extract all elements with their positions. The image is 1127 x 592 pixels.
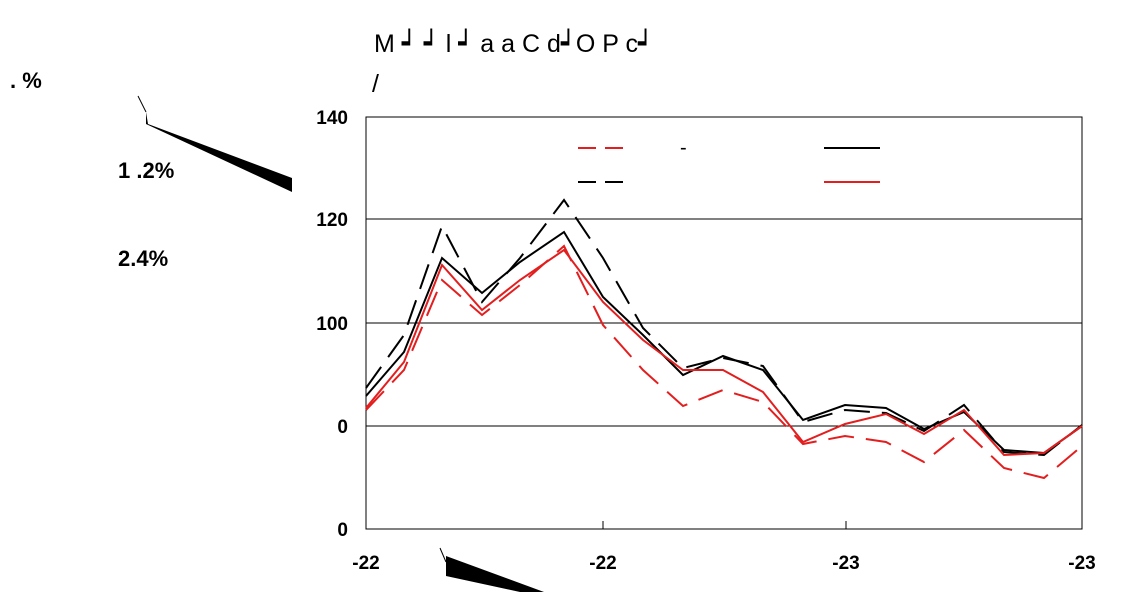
chart-title: M ┙ ┙ l ┙ a a C d┙O P c┙ bbox=[374, 28, 653, 58]
x-axis-ticks: -22 -22 -23 -23 bbox=[352, 521, 1096, 574]
x-tick-label: -22 bbox=[589, 553, 616, 574]
series-line-red-solid bbox=[365, 248, 1083, 457]
y-tick-label: 120 bbox=[316, 210, 348, 231]
y-tick-label: 100 bbox=[316, 314, 348, 335]
annotation-percent: . % bbox=[10, 68, 42, 93]
arrow-shape-upper bbox=[137, 95, 292, 192]
arrow-shape-lower bbox=[439, 547, 544, 592]
x-tick-label: -23 bbox=[832, 553, 859, 574]
legend: - bbox=[578, 137, 880, 183]
series-line-red-dashed bbox=[365, 244, 1083, 480]
x-tick-label: -22 bbox=[352, 553, 379, 574]
annotation-second-rate: 2.4% bbox=[118, 246, 168, 271]
chart-subtitle: / bbox=[372, 70, 379, 98]
y-axis-ticks: 140 120 100 0 0 bbox=[316, 108, 348, 541]
legend-label-dash: - bbox=[680, 137, 687, 159]
series-line-black-solid bbox=[365, 230, 1083, 455]
series-line-black-dashed bbox=[365, 198, 1083, 457]
x-tick-label: -23 bbox=[1068, 553, 1095, 574]
y-tick-label: 0 bbox=[337, 520, 348, 541]
series-layer bbox=[365, 198, 1083, 480]
y-tick-label: 140 bbox=[316, 108, 348, 129]
y-tick-label: 0 bbox=[337, 417, 348, 438]
gridlines bbox=[366, 218, 1082, 427]
annotation-first-rate: 1 .2% bbox=[118, 158, 174, 183]
